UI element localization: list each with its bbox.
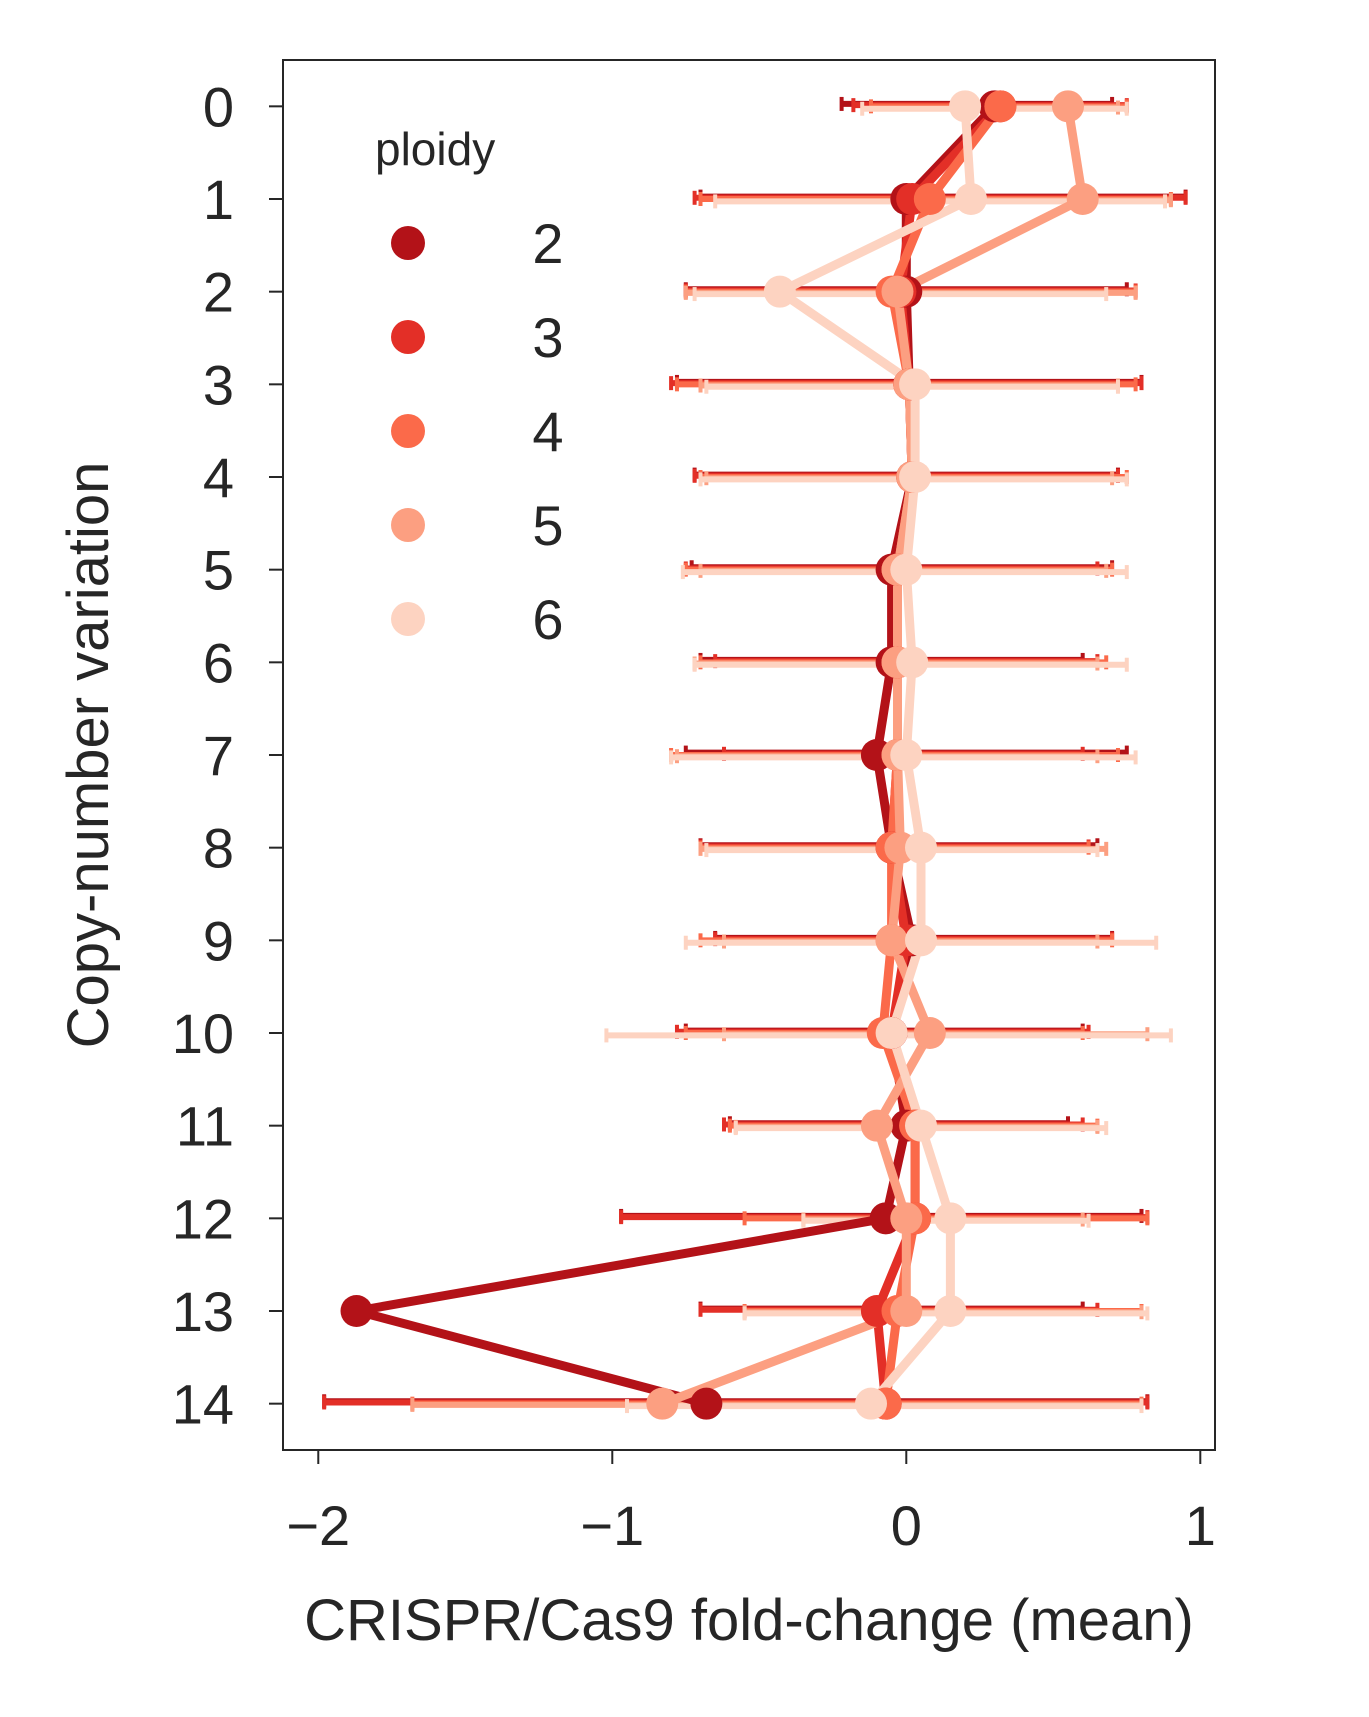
- point-6-14: [855, 1387, 888, 1420]
- point-6-11: [904, 1109, 937, 1142]
- y-axis-label: Copy-number variation: [56, 462, 121, 1049]
- point-6-2: [763, 275, 796, 308]
- point-6-12: [934, 1202, 967, 1235]
- point-4-1: [913, 183, 946, 215]
- point-5-10: [913, 1017, 946, 1049]
- point-2-14: [690, 1387, 723, 1420]
- x-axis-label: CRISPR/Cas9 fold-change (mean): [304, 1588, 1194, 1653]
- point-6-3: [899, 368, 932, 401]
- y-tick-label-1: 1: [203, 168, 234, 231]
- y-tick-label-0: 0: [203, 75, 234, 138]
- point-4-0: [984, 90, 1017, 123]
- legend-marker-5: [391, 508, 425, 542]
- y-tick-label-4: 4: [203, 446, 234, 509]
- y-tick-label-13: 13: [172, 1280, 234, 1343]
- legend: ploidy 2 3 4 5 6: [375, 123, 564, 651]
- legend-marker-6: [391, 602, 425, 636]
- y-tick-label-10: 10: [172, 1002, 234, 1065]
- y-tick-label-9: 9: [203, 909, 234, 972]
- point-5-0: [1051, 90, 1084, 123]
- point-6-0: [949, 90, 982, 123]
- point-5-1: [1066, 183, 1099, 215]
- y-tick-label-7: 7: [203, 724, 234, 787]
- point-6-8: [904, 831, 937, 864]
- legend-marker-4: [391, 414, 425, 448]
- legend-label-2: 2: [532, 212, 563, 275]
- point-6-4: [899, 461, 932, 493]
- x-tick-label-0: −2: [286, 1494, 350, 1557]
- legend-marker-2: [391, 226, 425, 260]
- y-tick-label-12: 12: [172, 1187, 234, 1250]
- point-6-10: [875, 1017, 908, 1049]
- point-6-6: [896, 646, 929, 679]
- point-5-11: [860, 1109, 893, 1142]
- plot-area: [322, 90, 1188, 1420]
- y-tick-label-14: 14: [172, 1373, 234, 1436]
- legend-title: ploidy: [375, 123, 495, 175]
- legend-marker-3: [391, 320, 425, 354]
- point-6-9: [904, 924, 937, 957]
- x-tick-label-1: −1: [580, 1494, 644, 1557]
- x-tick-label-2: 0: [891, 1494, 922, 1557]
- y-tick-label-3: 3: [203, 353, 234, 416]
- y-tick-label-6: 6: [203, 631, 234, 694]
- point-6-5: [890, 553, 923, 586]
- x-axis: −2 −1 0 1: [286, 1450, 1216, 1557]
- y-tick-label-2: 2: [203, 261, 234, 324]
- point-2-13: [340, 1295, 373, 1327]
- point-5-12: [890, 1202, 923, 1235]
- point-5-14: [646, 1387, 679, 1420]
- point-5-2: [881, 275, 914, 308]
- point-6-7: [890, 739, 923, 771]
- point-5-13: [890, 1295, 923, 1327]
- point-6-1: [954, 183, 987, 215]
- y-tick-label-8: 8: [203, 817, 234, 880]
- point-5-9: [875, 924, 908, 957]
- x-tick-label-3: 1: [1185, 1494, 1216, 1557]
- legend-label-6: 6: [532, 588, 563, 651]
- y-tick-label-5: 5: [203, 539, 234, 602]
- point-6-13: [934, 1295, 967, 1327]
- legend-label-5: 5: [532, 494, 563, 557]
- legend-label-3: 3: [532, 306, 563, 369]
- legend-label-4: 4: [532, 400, 563, 463]
- y-tick-label-11: 11: [176, 1095, 234, 1158]
